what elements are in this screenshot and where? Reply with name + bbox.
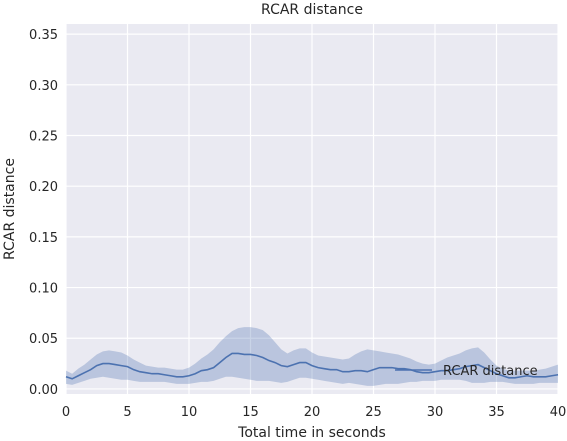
x-tick-label: 35 bbox=[488, 405, 505, 420]
series-line bbox=[65, 352, 559, 380]
y-tick-label: 0.20 bbox=[29, 180, 58, 195]
y-tick-label: 0.05 bbox=[29, 332, 58, 347]
legend: RCAR distance bbox=[395, 364, 538, 379]
y-tick-label: 0.30 bbox=[29, 79, 58, 94]
y-tick-label: 0.15 bbox=[29, 231, 58, 246]
x-tick-label: 15 bbox=[242, 405, 259, 420]
y-tick-label: 0.10 bbox=[29, 282, 58, 297]
x-tick-label: 40 bbox=[550, 405, 567, 420]
y-axis-ticks: 0.00 0.05 0.10 0.15 0.20 0.25 0.30 0.35 bbox=[29, 28, 58, 398]
y-tick-label: 0.35 bbox=[29, 28, 58, 43]
y-axis-label: RCAR distance bbox=[2, 158, 18, 260]
x-tick-label: 30 bbox=[427, 405, 444, 420]
x-axis-label: Total time in seconds bbox=[237, 425, 386, 441]
x-tick-label: 25 bbox=[365, 405, 382, 420]
x-axis-ticks: 0 5 10 15 20 25 30 35 40 bbox=[62, 405, 566, 420]
chart-title: RCAR distance bbox=[261, 2, 363, 18]
x-tick-label: 5 bbox=[123, 405, 131, 420]
grid-lines bbox=[65, 24, 559, 394]
x-tick-label: 0 bbox=[62, 405, 70, 420]
x-tick-label: 10 bbox=[181, 405, 198, 420]
legend-label: RCAR distance bbox=[443, 364, 538, 379]
y-tick-label: 0.00 bbox=[29, 383, 58, 398]
y-tick-label: 0.25 bbox=[29, 130, 58, 145]
x-tick-label: 20 bbox=[304, 405, 321, 420]
